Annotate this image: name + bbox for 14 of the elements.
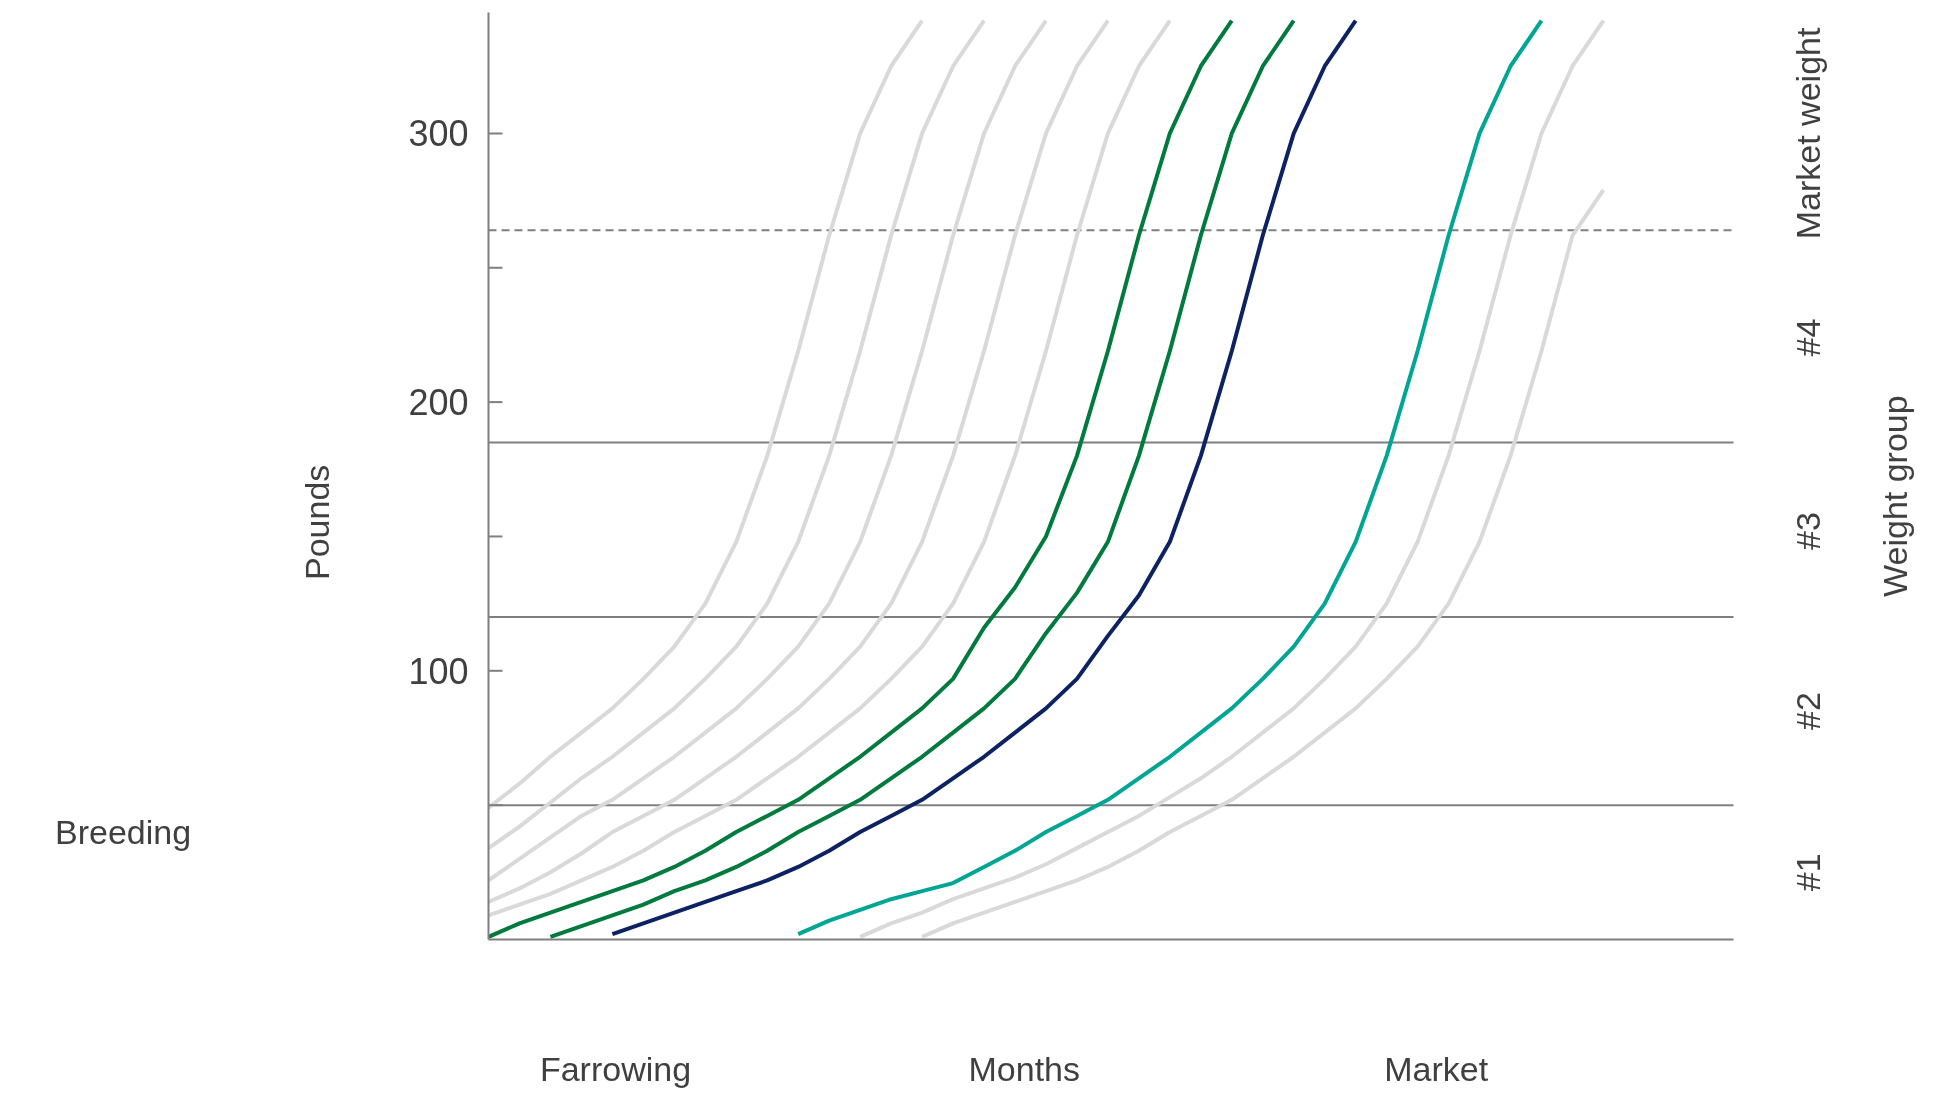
x-axis-title: Months (968, 1049, 1081, 1088)
text: #3 (1788, 512, 1827, 550)
text: #1 (1788, 853, 1827, 892)
text: #4 (1788, 318, 1827, 357)
text: Market weight (1788, 27, 1827, 240)
text: #2 (1788, 692, 1827, 731)
text: Market (1384, 1049, 1489, 1088)
text: Farrowing (539, 1049, 692, 1088)
y-tick-label: 200 (408, 382, 469, 424)
text: Weight group (1875, 395, 1914, 597)
y-tick-label: 100 (408, 650, 469, 692)
y-axis-title: Pounds (297, 464, 336, 581)
text: Breeding (55, 813, 192, 852)
y-tick-label: 300 (408, 113, 469, 155)
